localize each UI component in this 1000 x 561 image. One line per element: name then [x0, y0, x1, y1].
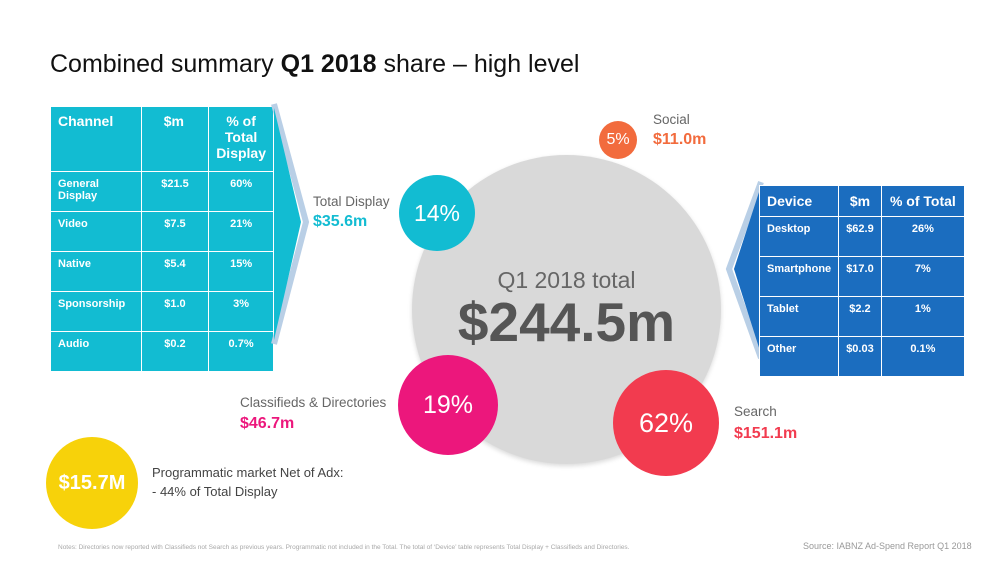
programmatic-bubble: $15.7M: [46, 437, 138, 529]
device-name: Tablet: [758, 296, 840, 337]
page-title: Combined summary Q1 2018 share – high le…: [50, 50, 580, 78]
footer-notes: Notes: Directories now reported with Cla…: [58, 544, 630, 551]
channel-share: 60%: [208, 171, 274, 212]
search-value: $151.1m: [734, 425, 798, 442]
channel-name: Video: [50, 211, 142, 252]
channel-share: 0.7%: [208, 331, 274, 372]
device-share: 1%: [880, 296, 966, 337]
device-name: Smartphone: [758, 256, 840, 297]
table-row: Other $0.03 0.1%: [758, 336, 966, 377]
table-row: Desktop $62.9 26%: [758, 216, 966, 257]
device-value: $0.03: [838, 336, 882, 377]
source-credit: Source: IABNZ Ad-Spend Report Q1 2018: [803, 541, 972, 551]
channel-value: $21.5: [140, 171, 210, 212]
display-label: Total Display: [313, 194, 390, 209]
channel-header-channel: Channel: [50, 106, 142, 172]
channel-name: General Display: [50, 171, 142, 212]
channel-name: Sponsorship: [50, 291, 142, 332]
channel-value: $5.4: [140, 251, 210, 292]
classifieds-value: $46.7m: [240, 415, 295, 432]
display-value: $35.6m: [313, 213, 368, 230]
channel-name: Native: [50, 251, 142, 292]
classifieds-bubble: 19%: [398, 355, 498, 455]
device-header-value: $m: [838, 185, 882, 217]
programmatic-line1: Programmatic market Net of Adx:: [152, 465, 344, 480]
display-bubble: 14%: [399, 175, 475, 251]
channel-table: Channel $m % of Total Display General Di…: [50, 106, 274, 372]
table-row: Sponsorship $1.0 3%: [50, 291, 274, 332]
channel-arrow-icon: [271, 103, 310, 345]
channel-name: Audio: [50, 331, 142, 372]
device-value: $62.9: [838, 216, 882, 257]
table-row: Audio $0.2 0.7%: [50, 331, 274, 372]
table-row: Smartphone $17.0 7%: [758, 256, 966, 297]
channel-share: 15%: [208, 251, 274, 292]
device-share: 26%: [880, 216, 966, 257]
search-label: Search: [734, 404, 777, 419]
search-bubble: 62%: [613, 370, 719, 476]
device-share: 0.1%: [880, 336, 966, 377]
device-value: $2.2: [838, 296, 882, 337]
device-name: Other: [758, 336, 840, 377]
social-value: $11.0m: [653, 131, 707, 148]
table-row: Video $7.5 21%: [50, 211, 274, 252]
social-bubble: 5%: [599, 121, 637, 159]
total-value: $244.5m: [457, 291, 676, 354]
device-header-share: % of Total: [880, 185, 966, 217]
device-share: 7%: [880, 256, 966, 297]
table-row: General Display $21.5 60%: [50, 171, 274, 212]
channel-share: 3%: [208, 291, 274, 332]
channel-value: $0.2: [140, 331, 210, 372]
device-arrow-icon: [725, 180, 764, 360]
channel-header-share: % of Total Display: [208, 106, 274, 172]
social-label: Social: [653, 112, 690, 127]
table-row: Native $5.4 15%: [50, 251, 274, 292]
channel-value: $7.5: [140, 211, 210, 252]
device-header-device: Device: [758, 185, 840, 217]
channel-value: $1.0: [140, 291, 210, 332]
table-row: Tablet $2.2 1%: [758, 296, 966, 337]
programmatic-line2: - 44% of Total Display: [152, 484, 278, 499]
device-name: Desktop: [758, 216, 840, 257]
channel-header-value: $m: [140, 106, 210, 172]
total-label: Q1 2018 total: [497, 267, 636, 294]
device-value: $17.0: [838, 256, 882, 297]
device-table: Device $m % of Total Desktop $62.9 26% S…: [758, 185, 966, 377]
channel-share: 21%: [208, 211, 274, 252]
classifieds-label: Classifieds & Directories: [240, 395, 387, 410]
